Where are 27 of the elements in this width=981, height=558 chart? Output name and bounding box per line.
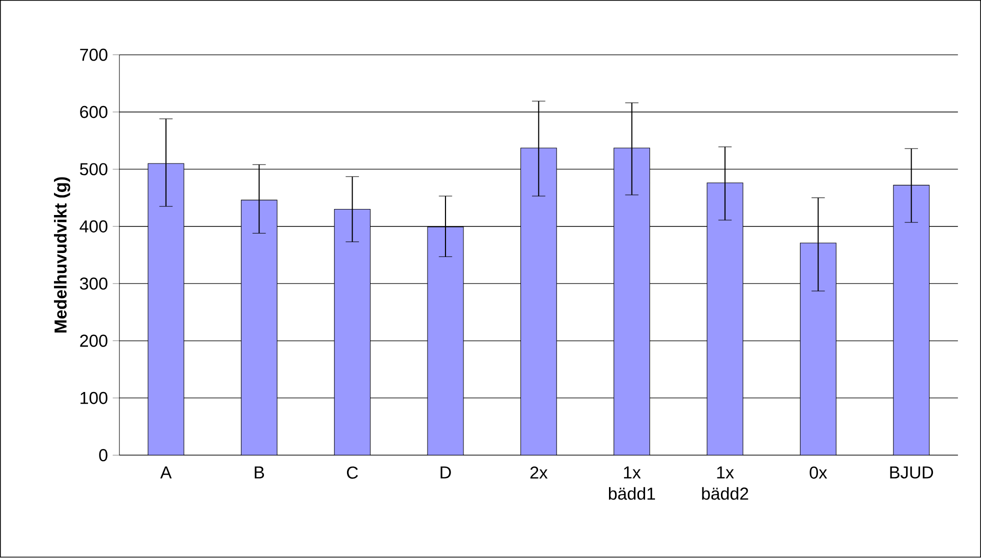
y-tick-label: 300	[80, 278, 108, 290]
x-tick-label: A	[160, 466, 172, 479]
x-tick-label: BJUD	[890, 466, 934, 479]
x-tick-label: 1x bädd2	[702, 466, 748, 500]
bar	[614, 148, 650, 456]
y-tick-label: 600	[80, 106, 108, 118]
bar	[334, 209, 370, 456]
x-tick-label: 2x	[530, 466, 548, 479]
y-tick-label: 400	[80, 220, 108, 233]
bar	[893, 185, 930, 456]
y-tick-label: 0	[99, 449, 108, 462]
x-tick-label: B	[254, 466, 264, 479]
y-axis-title: Medelhuvudvikt (g)	[54, 177, 70, 333]
bar	[800, 243, 836, 456]
bar	[428, 227, 464, 456]
x-tick-label: 0x	[810, 466, 828, 479]
bar	[707, 183, 743, 456]
bar	[241, 200, 278, 456]
bar	[148, 164, 184, 456]
x-tick-label: C	[346, 466, 358, 479]
y-tick-label: 500	[80, 163, 108, 176]
y-tick-label: 100	[80, 392, 108, 404]
bar	[520, 148, 557, 456]
x-tick-label: D	[440, 466, 451, 479]
y-tick-label: 200	[80, 334, 108, 348]
y-tick-label: 700	[80, 48, 108, 62]
x-tick-label: 1x bädd1	[608, 466, 655, 500]
